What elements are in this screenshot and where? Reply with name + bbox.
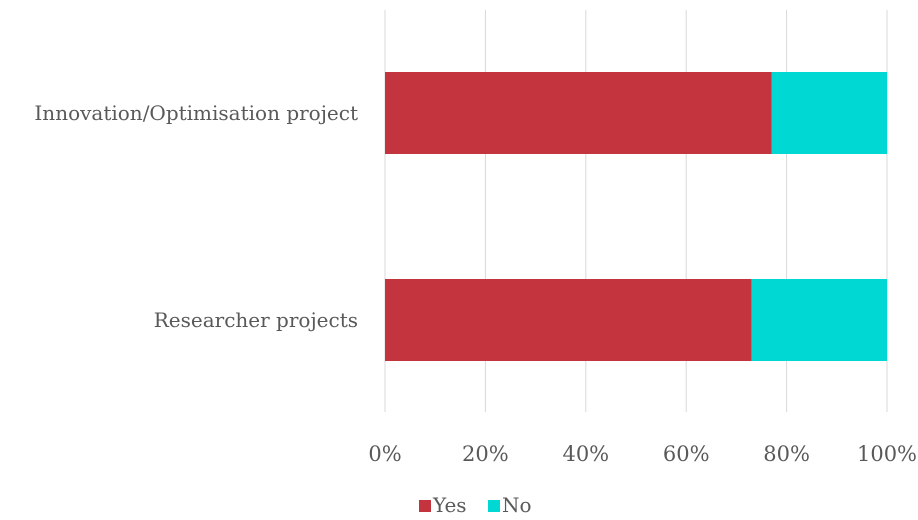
x-tick-label-4: 80% [763,442,810,466]
legend-label-yes: Yes [432,493,467,517]
bar-no-0 [771,72,887,154]
x-tick-label-5: 100% [857,442,917,466]
bars [385,72,887,361]
legend: Yes No [419,493,532,517]
bar-yes-1 [385,279,752,361]
category-label-0: Innovation/Optimisation project [34,101,358,125]
category-label-1: Researcher projects [154,308,358,332]
category-labels: Innovation/Optimisation project Researche… [34,101,358,332]
x-tick-label-3: 60% [663,442,710,466]
legend-swatch-no [488,500,500,512]
x-tick-label-1: 20% [462,442,509,466]
bar-no-1 [751,279,887,361]
x-tick-labels: 0% 20% 40% 60% 80% 100% [368,442,917,466]
x-tick-label-0: 0% [368,442,401,466]
x-tick-label-2: 40% [562,442,609,466]
bar-yes-0 [385,72,772,154]
legend-swatch-yes [419,500,431,512]
legend-label-no: No [502,493,532,517]
